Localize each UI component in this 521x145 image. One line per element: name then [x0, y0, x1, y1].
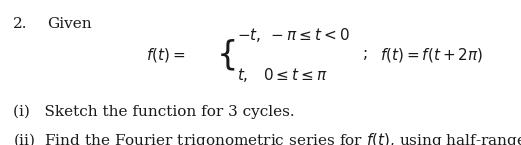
- Text: $\{$: $\{$: [216, 38, 235, 73]
- Text: (ii)  Find the Fourier trigonometric series for $f(t)$, using half-range series: (ii) Find the Fourier trigonometric seri…: [13, 130, 521, 145]
- Text: $f(t) =$: $f(t) =$: [146, 46, 185, 64]
- Text: $t,\;\;\;0 \leq t \leq \pi$: $t,\;\;\;0 \leq t \leq \pi$: [237, 66, 328, 84]
- Text: $;$: $;$: [362, 48, 367, 62]
- Text: $-t,\;-\pi \leq t < 0$: $-t,\;-\pi \leq t < 0$: [237, 26, 350, 44]
- Text: (i)   Sketch the function for 3 cycles.: (i) Sketch the function for 3 cycles.: [13, 104, 295, 119]
- Text: Given: Given: [47, 17, 92, 31]
- Text: $f(t) = f(t + 2\pi)$: $f(t) = f(t + 2\pi)$: [380, 46, 484, 64]
- Text: 2.: 2.: [13, 17, 28, 31]
